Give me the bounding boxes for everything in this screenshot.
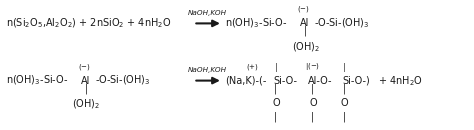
Text: $(+)$: $(+)$: [246, 61, 259, 72]
Text: O: O: [272, 98, 280, 108]
Text: Si-O-: Si-O-: [273, 76, 298, 86]
Text: |: |: [85, 84, 88, 94]
Text: O: O: [309, 98, 317, 108]
Text: |: |: [304, 26, 307, 36]
Text: Al-O-: Al-O-: [308, 76, 333, 86]
Text: |: |: [311, 83, 314, 94]
Text: |: |: [274, 63, 277, 72]
Text: |: |: [274, 83, 277, 94]
Text: (OH)$_2$: (OH)$_2$: [292, 40, 320, 54]
Text: + 4nH$_2$O: + 4nH$_2$O: [378, 74, 423, 87]
Text: (Na,K)-(-: (Na,K)-(-: [225, 76, 266, 86]
Text: |: |: [343, 112, 346, 122]
Text: $(-)$: $(-)$: [298, 4, 310, 14]
Text: |: |: [343, 63, 346, 72]
Text: Al: Al: [300, 18, 310, 28]
Text: $|(-)$: $|(-)$: [305, 60, 320, 72]
Text: n(OH)$_3$-Si-O-: n(OH)$_3$-Si-O-: [6, 74, 68, 87]
Text: $(-)$: $(-)$: [78, 61, 91, 72]
Text: n(Si$_2$O$_5$,Al$_2$O$_2$) + 2nSiO$_2$ + 4nH$_2$O: n(Si$_2$O$_5$,Al$_2$O$_2$) + 2nSiO$_2$ +…: [6, 17, 171, 30]
Text: O: O: [341, 98, 348, 108]
Text: NaOH,KOH: NaOH,KOH: [188, 67, 227, 73]
Text: n(OH)$_3$-Si-O-: n(OH)$_3$-Si-O-: [225, 17, 287, 30]
Text: |: |: [343, 83, 346, 94]
Text: (OH)$_2$: (OH)$_2$: [72, 98, 100, 111]
Text: NaOH,KOH: NaOH,KOH: [188, 10, 227, 16]
Text: -O-Si-(OH)$_3$: -O-Si-(OH)$_3$: [95, 74, 150, 87]
Text: Si-O-): Si-O-): [342, 76, 370, 86]
Text: Al: Al: [81, 76, 90, 86]
Text: -O-Si-(OH)$_3$: -O-Si-(OH)$_3$: [314, 17, 370, 30]
Text: |: |: [311, 112, 314, 122]
Text: |: |: [274, 112, 277, 122]
